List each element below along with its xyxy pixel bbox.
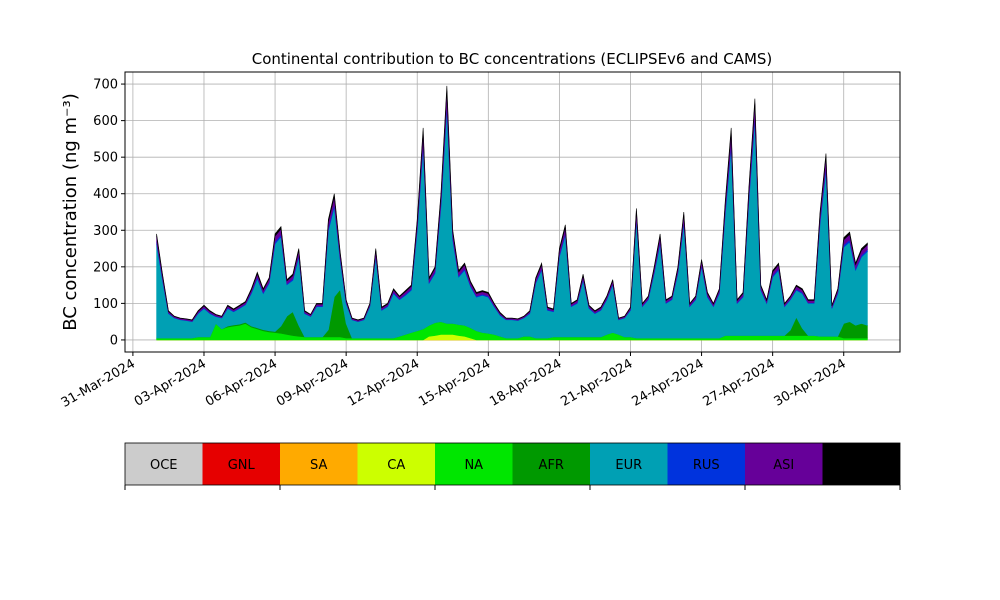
legend-label: NA bbox=[464, 458, 483, 473]
y-axis-label: BC concentration (ng m⁻³) bbox=[60, 93, 81, 331]
legend-swatch bbox=[125, 443, 203, 485]
legend-label: OCE bbox=[150, 458, 178, 473]
legend-label: EUR bbox=[615, 458, 642, 473]
chart-title: Continental contribution to BC concentra… bbox=[252, 50, 773, 68]
y-tick-label: 700 bbox=[93, 78, 118, 93]
legend-label: AFR bbox=[539, 458, 564, 473]
legend-label: AUS bbox=[848, 458, 875, 473]
legend-label: SA bbox=[310, 458, 327, 473]
legend-label: CA bbox=[387, 458, 405, 473]
plot-frame bbox=[124, 71, 901, 353]
legend-swatch bbox=[512, 443, 590, 485]
y-tick-label: 100 bbox=[93, 297, 118, 312]
legend-label: ASI bbox=[773, 458, 794, 473]
y-tick-label: 200 bbox=[93, 260, 118, 275]
legend-swatch bbox=[667, 443, 745, 485]
y-tick-label: 500 bbox=[93, 151, 118, 166]
area bbox=[156, 85, 868, 321]
legend-swatch bbox=[435, 443, 513, 485]
legend-swatch bbox=[357, 443, 435, 485]
y-tick-label: 300 bbox=[93, 224, 118, 239]
legend-swatch bbox=[590, 443, 668, 485]
y-tick-label: 0 bbox=[110, 333, 118, 348]
legend-swatch bbox=[202, 443, 280, 485]
legend-frame bbox=[124, 442, 901, 486]
legend-swatch bbox=[280, 443, 358, 485]
y-tick-label: 400 bbox=[93, 187, 118, 202]
legend-swatch bbox=[822, 443, 900, 485]
y-tick-label: 600 bbox=[93, 114, 118, 129]
legend-label: GNL bbox=[228, 458, 256, 473]
legend-label: RUS bbox=[693, 458, 720, 473]
legend-swatch bbox=[745, 443, 823, 485]
